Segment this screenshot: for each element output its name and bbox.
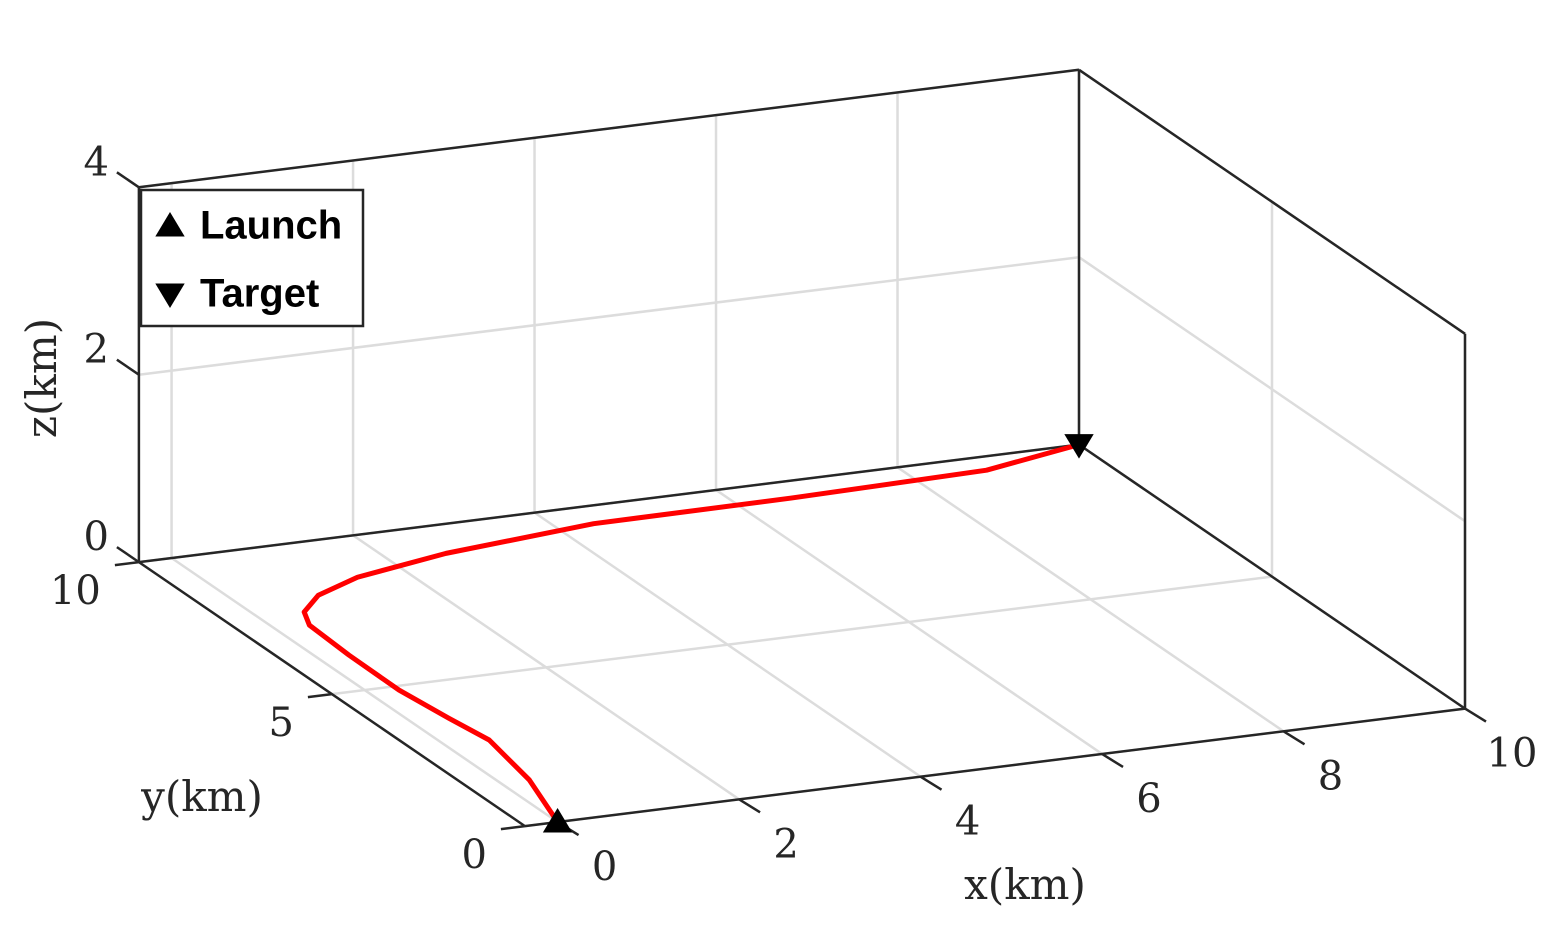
z-tick-label: 4 bbox=[83, 139, 108, 185]
y-tick-label: 5 bbox=[268, 700, 293, 746]
axis-edge bbox=[524, 707, 1466, 828]
x-tick-label: 8 bbox=[1318, 753, 1343, 799]
y-tick bbox=[500, 824, 526, 831]
axis-edge bbox=[138, 68, 1080, 189]
legend-label: Target bbox=[200, 272, 319, 316]
legend-label: Launch bbox=[200, 204, 342, 248]
marker bbox=[1064, 434, 1094, 459]
y-tick-label: 0 bbox=[461, 832, 486, 878]
x-tick-label: 6 bbox=[1136, 776, 1161, 822]
x-tick bbox=[919, 775, 943, 791]
y-tick-label: 10 bbox=[50, 568, 101, 614]
z-tick bbox=[116, 358, 140, 376]
axis-edge bbox=[138, 443, 1080, 564]
z-axis-label: z(km) bbox=[17, 318, 66, 438]
x-tick bbox=[1282, 730, 1306, 746]
x-axis-label: x(km) bbox=[964, 860, 1086, 909]
x-tick-label: 4 bbox=[955, 799, 980, 845]
z-tick bbox=[116, 171, 140, 189]
grid-line bbox=[331, 575, 1273, 696]
axis-edge bbox=[138, 561, 526, 828]
x-tick-label: 10 bbox=[1487, 731, 1538, 777]
z-tick bbox=[116, 546, 140, 564]
x-tick bbox=[1101, 752, 1124, 769]
x-tick bbox=[738, 798, 761, 814]
axis-edge bbox=[1078, 68, 1466, 335]
legend-box bbox=[139, 188, 365, 328]
grid-line bbox=[1078, 256, 1466, 523]
x-tick-label: 0 bbox=[592, 844, 617, 890]
x-tick bbox=[1464, 707, 1487, 723]
grid-line bbox=[138, 255, 1080, 376]
y-tick bbox=[307, 692, 333, 699]
axis-edge bbox=[1078, 443, 1466, 710]
y-tick bbox=[114, 560, 140, 567]
z-tick-label: 0 bbox=[83, 514, 108, 560]
legend-marker bbox=[155, 283, 185, 308]
trajectory-line bbox=[301, 442, 1082, 825]
legend-marker bbox=[155, 212, 185, 237]
x-tick-label: 2 bbox=[773, 821, 798, 867]
y-axis-label: y(km) bbox=[140, 772, 263, 821]
marker bbox=[542, 808, 573, 833]
z-tick-label: 2 bbox=[83, 327, 108, 373]
